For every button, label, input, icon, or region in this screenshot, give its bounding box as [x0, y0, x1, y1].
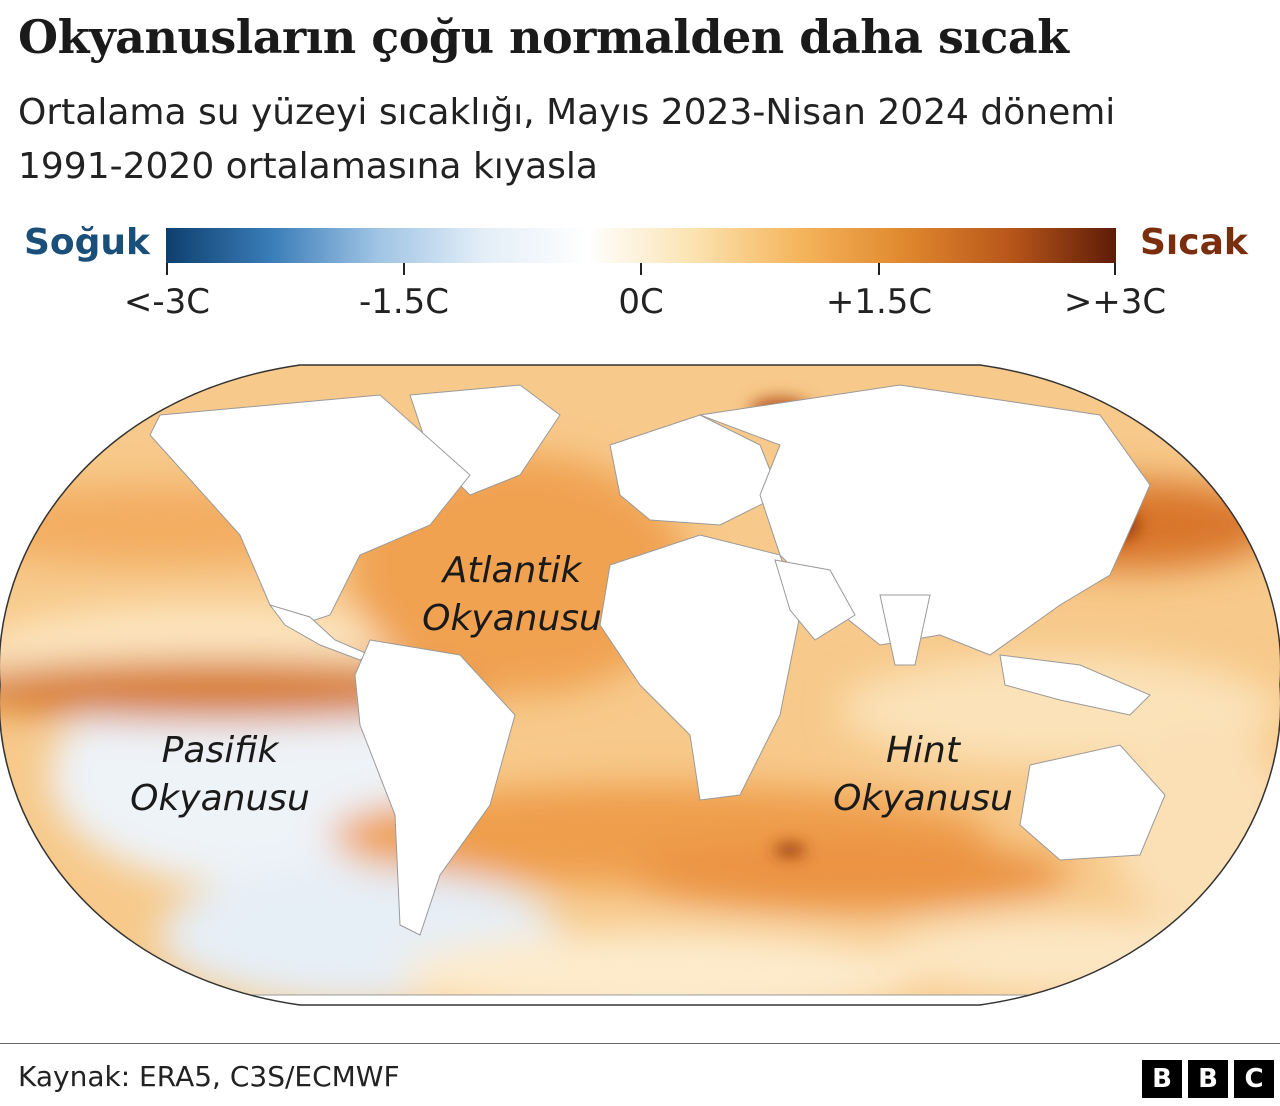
scale-tick-label: 0C: [618, 282, 664, 322]
scale-tick: [640, 263, 642, 275]
color-scale-bar: [166, 228, 1116, 263]
scale-tick-label: <-3C: [123, 282, 211, 322]
south-america: [354, 639, 516, 936]
map-frame: [0, 364, 1280, 1006]
chart-subtitle: Ortalama su yüzeyi sıcaklığı, Mayıs 2023…: [18, 92, 1116, 187]
source-note: Kaynak: ERA5, C3S/ECMWF: [18, 1060, 400, 1093]
north-america: [149, 394, 471, 626]
land-masses: [0, 384, 1280, 1005]
antarctica: [0, 994, 1280, 1005]
bbc-logo-block: B: [1188, 1060, 1228, 1098]
bbc-logo-block: B: [1142, 1060, 1182, 1098]
ocean-label-atlantic: Atlantik Okyanusu: [422, 550, 602, 639]
africa: [599, 534, 801, 801]
australia: [1019, 744, 1166, 861]
legend-cold-label: Soğuk: [24, 222, 150, 263]
anomaly-layer: [0, 365, 1280, 1005]
bbc-logo: B B C: [1142, 1060, 1274, 1098]
world-map: [0, 364, 1280, 1006]
scale-tick: [166, 263, 168, 275]
scale-tick: [403, 263, 405, 275]
europe: [609, 414, 781, 526]
bbc-logo-block: C: [1234, 1060, 1274, 1098]
ocean-label-indian: Hint Okyanusu: [833, 730, 1013, 819]
scale-tick: [1114, 263, 1116, 275]
arabia: [774, 559, 856, 641]
ocean-label-pacific: Pasifik Okyanusu: [130, 730, 310, 819]
scale-tick: [878, 263, 880, 275]
southeast-asia-islands: [999, 654, 1151, 716]
scale-tick-label: +1.5C: [825, 282, 933, 322]
footer-divider: [0, 1043, 1280, 1044]
scale-tick-label: -1.5C: [358, 282, 450, 322]
chart-title: Okyanusların çoğu normalden daha sıcak: [18, 10, 1069, 64]
scale-tick-label: >+3C: [1063, 282, 1167, 322]
india: [879, 594, 931, 666]
legend-hot-label: Sıcak: [1140, 222, 1248, 263]
